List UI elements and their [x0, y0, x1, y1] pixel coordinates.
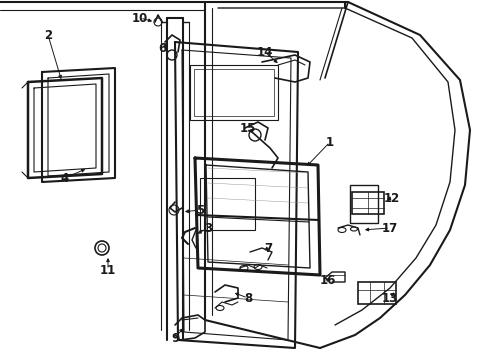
- Text: 10: 10: [132, 12, 148, 24]
- Text: 7: 7: [264, 242, 272, 255]
- Text: 6: 6: [158, 41, 166, 54]
- Text: 9: 9: [171, 332, 179, 345]
- Text: 17: 17: [382, 221, 398, 234]
- Text: 8: 8: [244, 292, 252, 305]
- Bar: [194, 69, 274, 116]
- Bar: [190, 65, 278, 120]
- Text: 5: 5: [196, 203, 204, 216]
- Text: 15: 15: [240, 122, 256, 135]
- Bar: [358, 282, 396, 304]
- Bar: [352, 192, 384, 214]
- Text: 13: 13: [382, 292, 398, 305]
- Text: 1: 1: [326, 135, 334, 149]
- Text: 3: 3: [204, 221, 212, 234]
- Text: 12: 12: [384, 192, 400, 204]
- Text: 16: 16: [320, 274, 336, 287]
- Text: 4: 4: [61, 171, 69, 185]
- Text: 2: 2: [44, 28, 52, 41]
- Bar: [200, 178, 255, 230]
- Text: 11: 11: [100, 264, 116, 276]
- Text: 14: 14: [257, 45, 273, 59]
- Bar: [350, 185, 378, 223]
